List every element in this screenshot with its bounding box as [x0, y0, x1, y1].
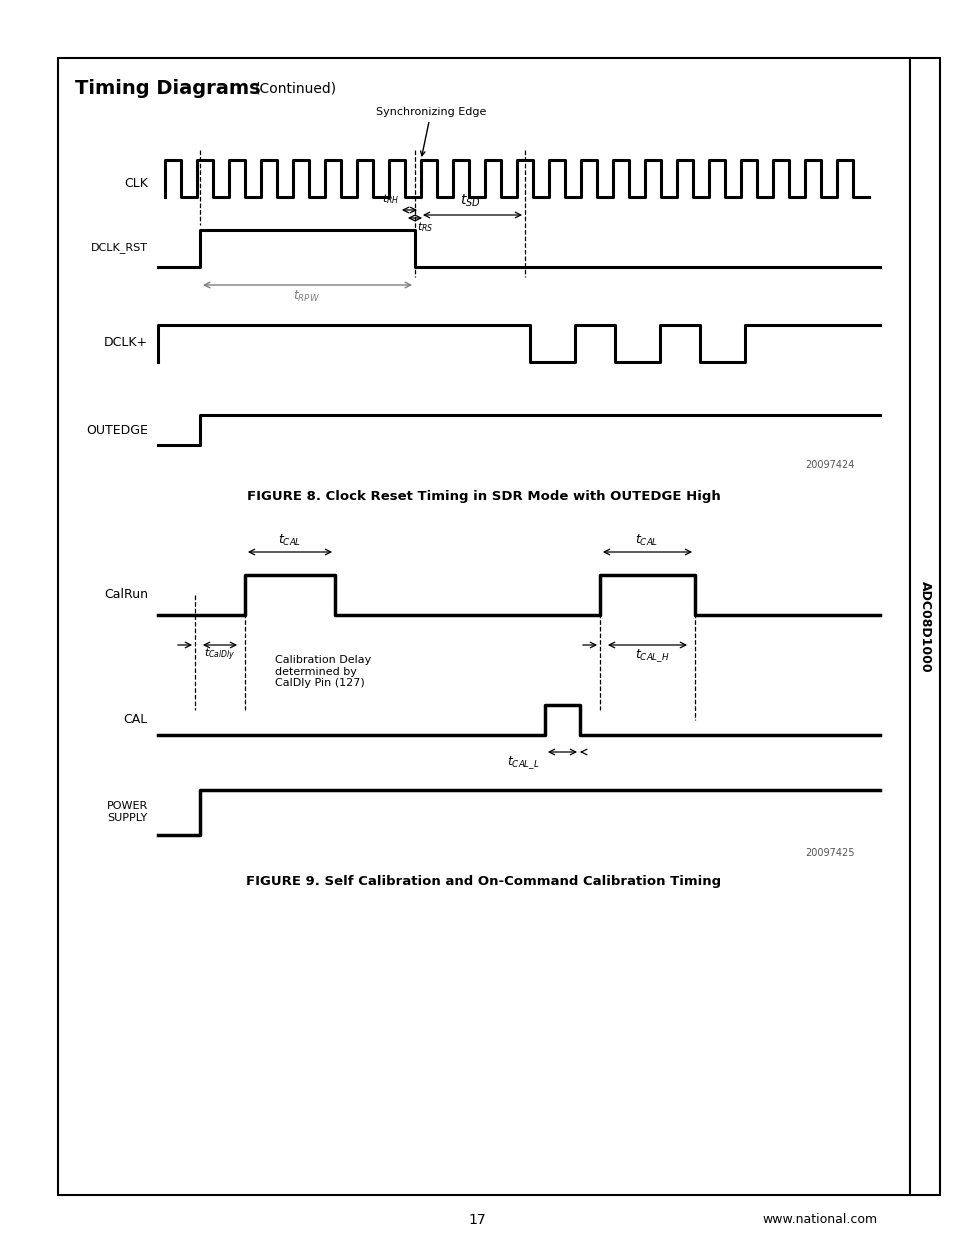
Text: $t_{CalDly}$: $t_{CalDly}$ — [204, 647, 235, 663]
Text: $t_{CAL\_H}$: $t_{CAL\_H}$ — [634, 647, 669, 663]
Text: $t_{RS}$: $t_{RS}$ — [416, 220, 433, 233]
Bar — [909, 58, 939, 1195]
Text: CAL: CAL — [124, 714, 148, 726]
Text: DCLK+: DCLK+ — [104, 336, 148, 350]
Text: Synchronizing Edge: Synchronizing Edge — [375, 107, 486, 156]
Text: OUTEDGE: OUTEDGE — [86, 424, 148, 436]
Text: CLK: CLK — [124, 177, 148, 189]
Text: ADC08D1000: ADC08D1000 — [918, 580, 930, 672]
Text: $t_{SD}$: $t_{SD}$ — [459, 193, 479, 209]
Text: (Continued): (Continued) — [254, 82, 336, 95]
Text: 17: 17 — [468, 1213, 485, 1228]
Text: FIGURE 8. Clock Reset Timing in SDR Mode with OUTEDGE High: FIGURE 8. Clock Reset Timing in SDR Mode… — [247, 490, 720, 503]
Text: 20097425: 20097425 — [804, 848, 854, 858]
Text: CalRun: CalRun — [104, 589, 148, 601]
Text: Timing Diagrams: Timing Diagrams — [75, 79, 260, 98]
Text: $t_{RH}$: $t_{RH}$ — [382, 193, 399, 206]
Text: $t_{CAL}$: $t_{CAL}$ — [635, 532, 658, 548]
Text: 20097424: 20097424 — [804, 459, 854, 471]
Bar — [58, 58, 909, 1195]
Text: www.national.com: www.national.com — [761, 1214, 877, 1226]
Text: $t_{RPW}$: $t_{RPW}$ — [294, 289, 320, 304]
Text: $t_{CAL}$: $t_{CAL}$ — [278, 532, 301, 548]
Text: Calibration Delay
determined by
CalDly Pin (127): Calibration Delay determined by CalDly P… — [274, 655, 371, 688]
Text: POWER
SUPPLY: POWER SUPPLY — [107, 802, 148, 823]
Text: $t_{CAL\_L}$: $t_{CAL\_L}$ — [507, 755, 539, 771]
Text: FIGURE 9. Self Calibration and On-Command Calibration Timing: FIGURE 9. Self Calibration and On-Comman… — [246, 876, 720, 888]
Text: DCLK_RST: DCLK_RST — [91, 242, 148, 253]
